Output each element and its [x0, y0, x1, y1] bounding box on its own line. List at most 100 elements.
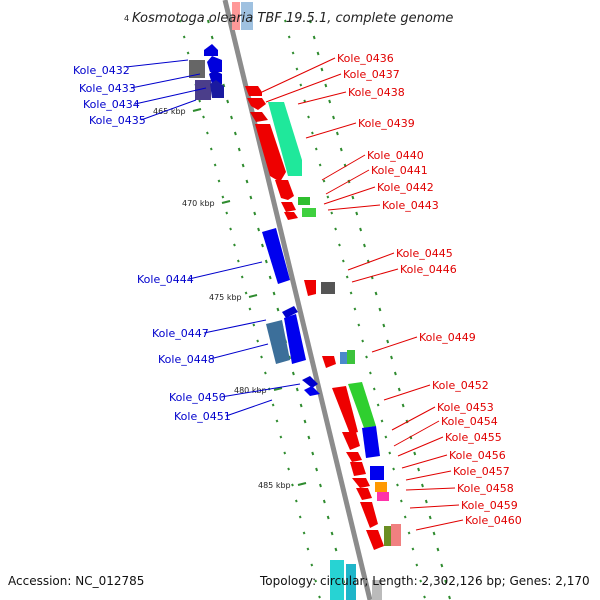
- gene-feature-Kole_0434[interactable]: [195, 80, 211, 100]
- gene-arrow-Kole_0433[interactable]: [207, 56, 222, 72]
- gene-arrow-Kole_0456[interactable]: [350, 462, 366, 476]
- gene-label-Kole_0448[interactable]: Kole_0448: [158, 353, 215, 366]
- gene-label-Kole_0454[interactable]: Kole_0454: [441, 415, 498, 428]
- gene-label-Kole_0451[interactable]: Kole_0451: [174, 410, 231, 423]
- gene-arrow-Kole_0448[interactable]: [266, 320, 290, 364]
- gene-arrow-Kole_0442a[interactable]: [281, 202, 296, 212]
- tick-mark: [382, 323, 386, 328]
- tick-mark: [307, 435, 311, 440]
- title-prefix: 4: [124, 14, 129, 23]
- tick-mark: [419, 579, 423, 583]
- gene-label-Kole_0458[interactable]: Kole_0458: [457, 482, 514, 495]
- gene-arrow-Kole_0452[interactable]: [332, 386, 358, 434]
- gene-arrow-Kole_0455a[interactable]: [342, 432, 360, 450]
- gene-feature-Kole_0443[interactable]: [302, 208, 316, 217]
- gene-arrow-Kole_0440[interactable]: [255, 124, 286, 182]
- gene-arrow-Kole_0432[interactable]: [204, 44, 218, 56]
- tick-mark: [308, 19, 312, 24]
- gene-feature-Kole_0446[interactable]: [321, 282, 335, 294]
- gene-arrow-Kole_0436[interactable]: [245, 86, 262, 96]
- gene-arrow-Kole_0454[interactable]: [362, 426, 380, 458]
- gene-label-Kole_0445[interactable]: Kole_0445: [396, 247, 453, 260]
- tick-mark: [303, 99, 307, 103]
- gene-arrow-Kole_0449[interactable]: [322, 356, 336, 368]
- gene-label-Kole_0452[interactable]: Kole_0452: [432, 379, 489, 392]
- gene-arrow-Kole_0459[interactable]: [360, 502, 378, 528]
- gene-feature-Kole_0458b[interactable]: [377, 492, 389, 501]
- gene-arrow-Kole_0450[interactable]: [302, 376, 318, 388]
- label-leader-Kole_0442: [323, 186, 376, 205]
- label-leader-Kole_0441: [325, 169, 370, 195]
- gene-arrow-Kole_0460[interactable]: [366, 530, 384, 550]
- gene-label-Kole_0435[interactable]: Kole_0435: [89, 114, 146, 127]
- tick-mark: [318, 595, 321, 599]
- gene-feature-bottom[interactable]: [346, 564, 356, 600]
- gene-feature-Kole_0460c[interactable]: [391, 524, 401, 546]
- tick-mark: [349, 291, 353, 295]
- gene-arrow-Kole_0453[interactable]: [348, 382, 376, 428]
- gene-feature-bottom[interactable]: [372, 580, 382, 600]
- gene-label-Kole_0432[interactable]: Kole_0432: [73, 64, 130, 77]
- gene-label-Kole_0439[interactable]: Kole_0439: [358, 117, 415, 130]
- gene-feature-Kole_0458a[interactable]: [375, 482, 387, 492]
- gene-arrow-Kole_0458[interactable]: [356, 488, 372, 500]
- tick-mark: [428, 515, 432, 520]
- gene-arrow-Kole_0445[interactable]: [304, 280, 316, 296]
- tick-mark: [291, 371, 295, 376]
- gene-label-Kole_0460[interactable]: Kole_0460: [465, 514, 522, 527]
- gene-label-Kole_0455[interactable]: Kole_0455: [445, 431, 502, 444]
- gene-labels: Kole_0432 Kole_0433 Kole_0434 Kole_0435 Kole…: [73, 52, 522, 531]
- gene-arrow-Kole_0447b[interactable]: [282, 306, 298, 318]
- gene-label-Kole_0446[interactable]: Kole_0446: [400, 263, 457, 276]
- gene-label-Kole_0449[interactable]: Kole_0449: [419, 331, 476, 344]
- gene-label-Kole_0441[interactable]: Kole_0441: [371, 164, 428, 177]
- tick-mark: [244, 291, 248, 295]
- gene-feature-Kole_0449b[interactable]: [340, 352, 347, 364]
- label-leader-Kole_0459: [409, 504, 460, 509]
- tick-mark: [353, 307, 357, 311]
- tick-mark: [388, 451, 392, 455]
- tick-mark: [291, 51, 295, 55]
- gene-label-Kole_0437[interactable]: Kole_0437: [343, 68, 400, 81]
- gene-arrow-Kole_0433b[interactable]: [209, 70, 222, 84]
- tick-mark: [283, 451, 287, 455]
- kbp-label: 470 kbp: [182, 199, 215, 208]
- gene-label-Kole_0434[interactable]: Kole_0434: [83, 98, 140, 111]
- gene-label-Kole_0456[interactable]: Kole_0456: [449, 449, 506, 462]
- gene-label-Kole_0443[interactable]: Kole_0443: [382, 199, 439, 212]
- gene-label-Kole_0459[interactable]: Kole_0459: [461, 499, 518, 512]
- gene-feature-Kole_0449c[interactable]: [347, 350, 355, 364]
- gene-arrow-Kole_0444[interactable]: [262, 228, 290, 284]
- gene-label-Kole_0447[interactable]: Kole_0447: [152, 327, 209, 340]
- gene-label-Kole_0453[interactable]: Kole_0453: [437, 401, 494, 414]
- gene-label-Kole_0440[interactable]: Kole_0440: [367, 149, 424, 162]
- gene-label-Kole_0436[interactable]: Kole_0436: [337, 52, 394, 65]
- gene-label-Kole_0442[interactable]: Kole_0442: [377, 181, 434, 194]
- gene-label-Kole_0444[interactable]: Kole_0444: [137, 273, 194, 286]
- tick-mark: [401, 403, 405, 408]
- gene-feature-top[interactable]: [232, 2, 240, 30]
- tick-mark: [209, 147, 213, 151]
- tick-mark: [240, 275, 244, 279]
- gene-arrow-Kole_0447[interactable]: [284, 314, 306, 364]
- gene-feature-top[interactable]: [241, 2, 253, 30]
- gene-arrow-Kole_0438[interactable]: [250, 112, 268, 122]
- gene-label-Kole_0438[interactable]: Kole_0438: [348, 86, 405, 99]
- gene-label-Kole_0433[interactable]: Kole_0433: [79, 82, 136, 95]
- tick-mark: [326, 195, 330, 199]
- gene-feature-Kole_0442[interactable]: [298, 197, 310, 205]
- gene-feature-Kole_0457[interactable]: [370, 466, 384, 480]
- gene-label-Kole_0450[interactable]: Kole_0450: [169, 391, 226, 404]
- gene-feature-bottom[interactable]: [330, 560, 344, 600]
- gene-feature-grey[interactable]: [189, 60, 205, 78]
- gene-arrow-Kole_0439[interactable]: [268, 102, 302, 176]
- gene-arrow-Kole_0442b[interactable]: [284, 212, 298, 220]
- gene-arrow-Kole_0435[interactable]: [210, 80, 224, 98]
- gene-arrow-Kole_0457b[interactable]: [352, 478, 370, 488]
- gene-arrow-Kole_0441[interactable]: [275, 180, 294, 200]
- gene-arrow-Kole_0437[interactable]: [247, 98, 266, 110]
- gene-arrow-Kole_0455b[interactable]: [346, 452, 362, 462]
- gene-arrow-Kole_0451[interactable]: [304, 386, 320, 396]
- gene-label-Kole_0457[interactable]: Kole_0457: [453, 465, 510, 478]
- gene-feature-Kole_0460b[interactable]: [384, 526, 391, 546]
